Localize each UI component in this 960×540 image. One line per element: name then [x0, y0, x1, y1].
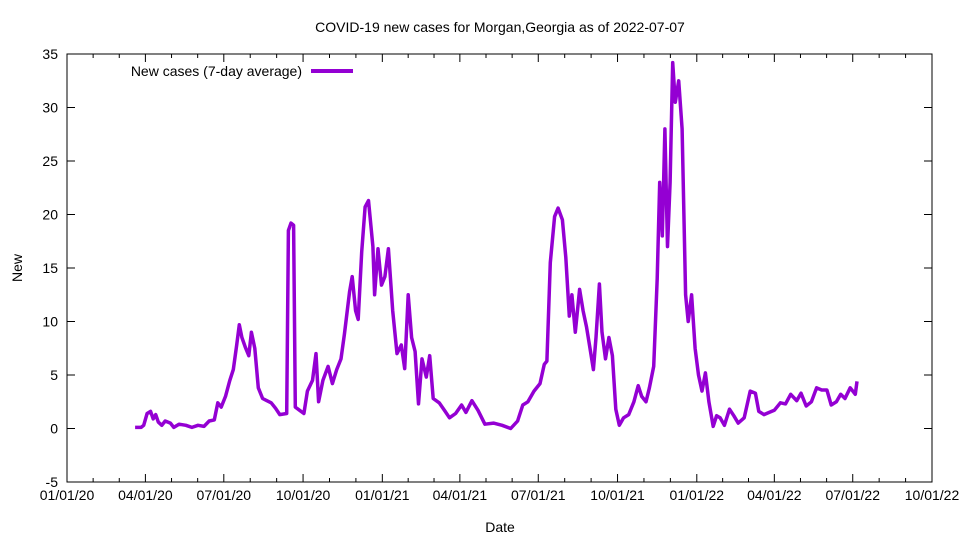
y-tick-label: -5 — [46, 474, 59, 490]
y-tick-label: 30 — [42, 100, 58, 116]
x-tick-label: 04/01/21 — [433, 487, 488, 503]
x-tick-label: 01/01/21 — [355, 487, 410, 503]
axes — [66, 53, 933, 483]
y-tick-label: 35 — [42, 46, 58, 62]
y-tick-label: 5 — [50, 367, 58, 383]
y-axis: -5 0 5 10 15 20 25 30 35 — [42, 46, 932, 490]
series-line — [135, 60, 859, 431]
y-tick-label: 25 — [42, 153, 58, 169]
y-tick-label: 15 — [42, 260, 58, 276]
x-axis: 01/01/20 04/01/20 07/01/20 10/01/20 01/01/21… — [40, 54, 960, 503]
x-tick-label: 04/01/20 — [118, 487, 173, 503]
x-tick-label: 01/01/20 — [40, 487, 95, 503]
x-tick-label: 10/01/22 — [905, 487, 960, 503]
x-tick-label: 07/01/20 — [197, 487, 252, 503]
x-tick-label: 04/01/22 — [747, 487, 802, 503]
x-tick-label: 10/01/20 — [276, 487, 331, 503]
y-tick-label: 20 — [42, 207, 58, 223]
x-tick-label: 10/01/21 — [590, 487, 645, 503]
x-tick-label: 01/01/22 — [670, 487, 725, 503]
y-axis-label: New — [9, 253, 25, 282]
legend: New cases (7-day average) — [131, 63, 353, 79]
series-group — [135, 60, 859, 431]
x-axis-label: Date — [485, 519, 515, 535]
y-tick-label: 10 — [42, 314, 58, 330]
x-tick-label: 07/01/21 — [511, 487, 566, 503]
plot-frame — [66, 53, 933, 483]
legend-label: New cases (7-day average) — [131, 63, 302, 79]
chart-title: COVID-19 new cases for Morgan,Georgia as… — [315, 19, 685, 35]
y-tick-label: 0 — [50, 421, 58, 437]
x-tick-label: 07/01/22 — [825, 487, 880, 503]
